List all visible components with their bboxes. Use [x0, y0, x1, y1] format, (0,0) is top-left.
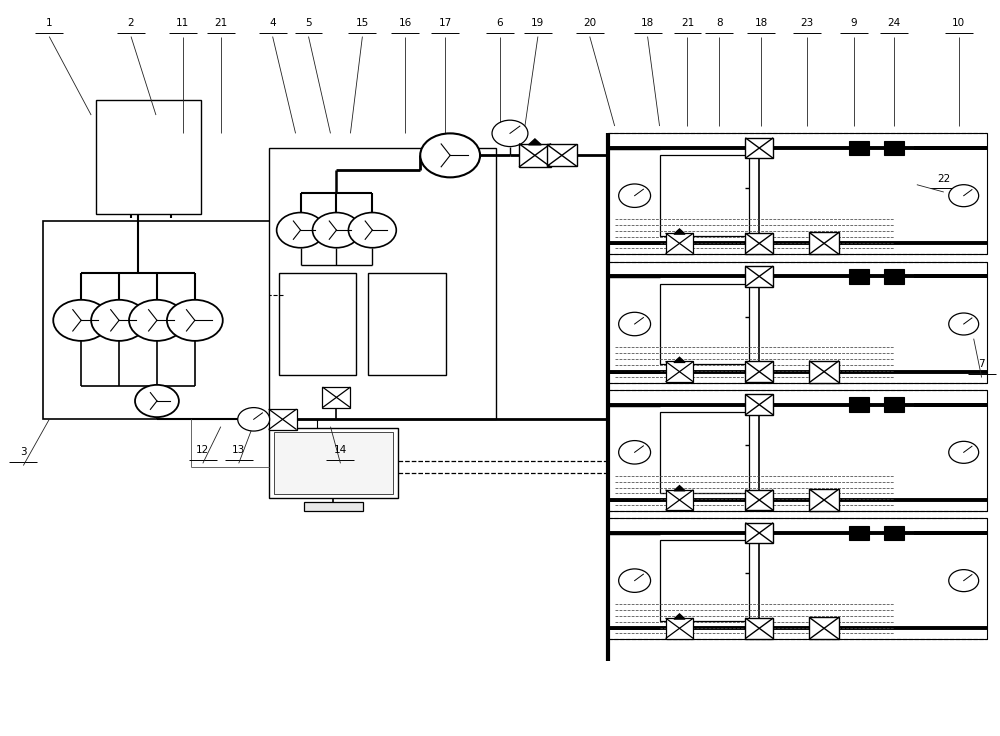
Circle shape	[949, 570, 979, 592]
Text: 15: 15	[356, 18, 369, 29]
Text: 11: 11	[176, 18, 190, 29]
Bar	[666, 489, 693, 510]
Bar	[666, 233, 693, 254]
Bar	[809, 361, 839, 383]
Circle shape	[348, 213, 396, 248]
Bar	[368, 272, 446, 375]
Bar	[884, 141, 904, 155]
Bar	[269, 409, 297, 430]
Bar	[745, 266, 773, 286]
Circle shape	[277, 213, 324, 248]
Text: 4: 4	[269, 18, 276, 29]
Bar	[43, 222, 283, 420]
Circle shape	[949, 313, 979, 335]
Text: 12: 12	[196, 445, 209, 455]
Bar	[547, 144, 577, 166]
Bar	[809, 489, 839, 511]
Circle shape	[619, 569, 651, 592]
Circle shape	[619, 441, 651, 464]
Bar	[884, 397, 904, 412]
Polygon shape	[674, 229, 685, 234]
Bar	[849, 526, 869, 540]
Bar	[269, 428, 398, 498]
Text: 21: 21	[681, 18, 694, 29]
Bar	[660, 412, 749, 492]
Bar	[745, 523, 773, 543]
Text: 5: 5	[305, 18, 312, 29]
Circle shape	[619, 312, 651, 336]
Circle shape	[420, 133, 480, 177]
Bar	[849, 397, 869, 412]
Text: 10: 10	[952, 18, 965, 29]
Bar	[608, 133, 987, 255]
Bar	[666, 618, 693, 639]
Circle shape	[167, 300, 223, 341]
Bar	[745, 394, 773, 415]
Bar	[279, 272, 356, 375]
Text: 6: 6	[497, 18, 503, 29]
Bar	[274, 432, 393, 494]
Circle shape	[313, 213, 360, 248]
Bar	[660, 155, 749, 236]
Bar	[849, 269, 869, 283]
Circle shape	[492, 120, 528, 146]
Text: 22: 22	[937, 174, 950, 184]
Text: 9: 9	[851, 18, 857, 29]
Circle shape	[53, 300, 109, 341]
Text: 18: 18	[755, 18, 768, 29]
Bar	[608, 518, 987, 640]
Text: 24: 24	[887, 18, 901, 29]
Text: 3: 3	[20, 447, 27, 457]
Text: 2: 2	[128, 18, 134, 29]
Circle shape	[129, 300, 185, 341]
Bar	[745, 618, 773, 639]
Bar	[884, 526, 904, 540]
Circle shape	[619, 184, 651, 208]
Polygon shape	[674, 614, 685, 619]
Polygon shape	[529, 139, 541, 145]
Text: 7: 7	[978, 359, 985, 369]
Bar	[96, 100, 201, 214]
Bar	[608, 390, 987, 511]
Bar	[322, 387, 350, 408]
Text: 1: 1	[46, 18, 53, 29]
Text: 13: 13	[232, 445, 245, 455]
Text: 20: 20	[583, 18, 596, 29]
Circle shape	[91, 300, 147, 341]
Bar	[884, 269, 904, 283]
Text: 14: 14	[334, 445, 347, 455]
Bar	[809, 618, 839, 640]
Bar	[519, 144, 551, 167]
Bar	[660, 540, 749, 621]
Text: 19: 19	[531, 18, 545, 29]
Bar	[809, 233, 839, 255]
Circle shape	[135, 385, 179, 417]
Text: 16: 16	[399, 18, 412, 29]
Text: 17: 17	[439, 18, 452, 29]
Polygon shape	[674, 486, 685, 491]
Bar	[269, 148, 496, 420]
Text: 18: 18	[641, 18, 654, 29]
Bar	[666, 361, 693, 382]
Bar	[745, 489, 773, 510]
Bar	[745, 233, 773, 254]
Bar	[660, 283, 749, 364]
Text: 23: 23	[801, 18, 814, 29]
Bar	[304, 502, 363, 511]
Bar	[745, 138, 773, 158]
Circle shape	[238, 408, 270, 431]
Text: 21: 21	[214, 18, 227, 29]
Bar	[745, 361, 773, 382]
Bar	[608, 262, 987, 383]
Text: 8: 8	[716, 18, 723, 29]
Circle shape	[949, 185, 979, 207]
Polygon shape	[674, 357, 685, 362]
Circle shape	[949, 442, 979, 464]
Bar	[849, 141, 869, 155]
